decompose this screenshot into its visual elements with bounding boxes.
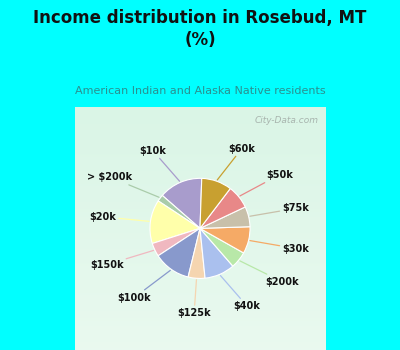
Wedge shape [200, 189, 245, 228]
Text: $60k: $60k [217, 144, 255, 180]
Text: > $200k: > $200k [87, 172, 159, 197]
Wedge shape [158, 228, 200, 277]
Text: $30k: $30k [250, 240, 309, 253]
Wedge shape [158, 195, 200, 228]
Wedge shape [200, 228, 233, 278]
Text: $10k: $10k [140, 146, 180, 181]
Wedge shape [200, 207, 250, 228]
Wedge shape [200, 227, 250, 253]
Wedge shape [200, 228, 244, 266]
Text: $75k: $75k [250, 203, 309, 216]
Text: American Indian and Alaska Native residents: American Indian and Alaska Native reside… [75, 86, 325, 96]
Text: Income distribution in Rosebud, MT
(%): Income distribution in Rosebud, MT (%) [33, 8, 367, 49]
Wedge shape [188, 228, 205, 278]
Text: $20k: $20k [89, 212, 149, 222]
Text: $125k: $125k [177, 280, 211, 318]
Text: City-Data.com: City-Data.com [255, 117, 319, 126]
Wedge shape [162, 178, 202, 228]
Text: $100k: $100k [118, 270, 170, 303]
Wedge shape [150, 201, 200, 244]
Wedge shape [152, 228, 200, 256]
Wedge shape [200, 178, 230, 228]
Text: $50k: $50k [240, 170, 293, 196]
Text: $40k: $40k [220, 275, 260, 311]
Text: $150k: $150k [90, 251, 154, 270]
Text: $200k: $200k [240, 261, 299, 287]
